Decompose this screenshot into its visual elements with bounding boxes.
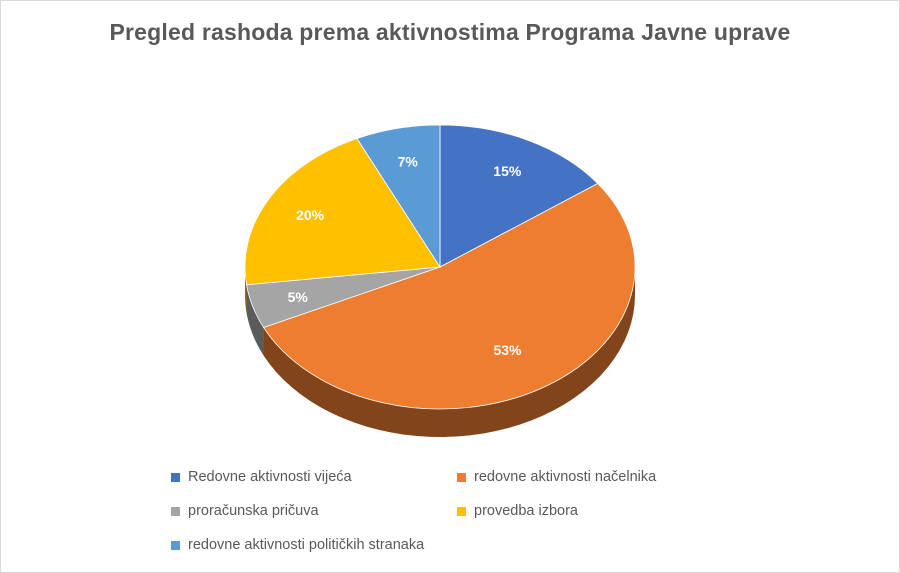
legend-swatch (457, 472, 466, 482)
legend-item-provedba-izbora: provedba izbora (457, 503, 578, 519)
legend-swatch (457, 506, 466, 516)
pie-slice-4 (356, 124, 441, 269)
pie-slice-0 (439, 124, 599, 268)
legend-item-proracunska-pricuva: proračunska pričuva (171, 503, 319, 519)
legend-label: proračunska pričuva (188, 503, 319, 519)
pie-side-1 (263, 267, 635, 437)
legend-swatch (171, 506, 180, 516)
legend-label: redovne aktivnosti političkih stranaka (188, 537, 425, 553)
legend-item-redovne-aktivnosti-politickih-stranaka: redovne aktivnosti političkih stranaka (171, 537, 424, 553)
data-label-0: 15% (493, 163, 522, 179)
legend-item-redovne-aktivnosti-nacelnika: redovne aktivnosti načelnika (457, 469, 656, 485)
legend-swatch (171, 472, 180, 482)
legend-label: Redovne aktivnosti vijeća (188, 469, 352, 485)
data-labels: 15% 53% 5% 20% 7% (288, 154, 522, 358)
chart-legend: Redovne aktivnosti vijeća redovne aktivn… (171, 469, 771, 565)
legend-label: redovne aktivnosti načelnika (474, 469, 657, 485)
pie-slices (244, 124, 636, 410)
data-label-2: 5% (288, 289, 309, 305)
legend-swatch (171, 540, 180, 550)
data-label-1: 53% (493, 342, 522, 358)
pie-slice-3 (244, 138, 441, 286)
chart-title: Pregled rashoda prema aktivnostima Progr… (109, 19, 791, 45)
legend-item-redovne-aktivnosti-vijeca: Redovne aktivnosti vijeća (171, 469, 352, 485)
pie-slice-1 (262, 183, 636, 410)
data-label-4: 7% (398, 154, 419, 170)
data-label-3: 20% (296, 207, 325, 223)
legend-label: provedba izbora (474, 503, 578, 519)
